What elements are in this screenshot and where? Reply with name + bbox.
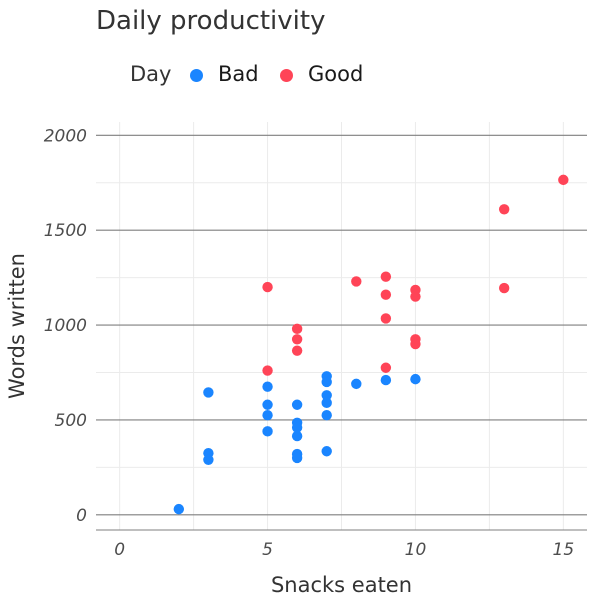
- legend-title: Day: [130, 62, 172, 86]
- point-good: [498, 282, 510, 294]
- minor-gridlines: [96, 122, 587, 530]
- point-good: [380, 289, 392, 300]
- point-good: [291, 334, 303, 345]
- point-good: [410, 338, 421, 350]
- point-good: [558, 174, 569, 186]
- point-bad: [262, 399, 273, 410]
- point-bad: [410, 373, 421, 385]
- tick-labels: 0 5 10 15 0 500 1000 1500 2000: [44, 126, 574, 560]
- x-tick-label: 0: [114, 540, 125, 560]
- point-good: [380, 362, 392, 373]
- point-bad: [291, 452, 303, 464]
- point-bad: [262, 409, 273, 421]
- legend-key-bad: [190, 69, 203, 82]
- point-bad: [380, 374, 392, 386]
- y-tick-label: 500: [55, 411, 87, 431]
- data-points: [173, 174, 569, 515]
- point-bad: [173, 503, 185, 515]
- point-bad: [321, 376, 332, 388]
- point-bad: [321, 390, 332, 401]
- point-good: [262, 281, 273, 293]
- point-good: [410, 291, 421, 302]
- point-bad: [291, 399, 303, 410]
- point-bad: [291, 430, 303, 442]
- x-tick-label: 10: [405, 540, 427, 560]
- y-tick-label: 0: [76, 506, 87, 526]
- point-good: [351, 276, 362, 287]
- y-axis-title: Words written: [5, 253, 29, 399]
- legend-key-good: [280, 69, 293, 82]
- point-bad: [321, 446, 332, 457]
- x-tick-label: 5: [262, 540, 273, 560]
- x-tick-label: 15: [553, 540, 575, 560]
- point-bad: [291, 422, 303, 433]
- point-good: [380, 313, 392, 324]
- chart-title: Daily productivity: [96, 6, 326, 36]
- point-bad: [321, 409, 332, 421]
- point-bad: [321, 397, 332, 409]
- y-tick-label: 1000: [44, 316, 87, 336]
- point-bad: [262, 381, 273, 392]
- point-bad: [203, 387, 214, 398]
- point-bad: [351, 378, 362, 390]
- point-bad: [262, 426, 273, 437]
- point-good: [498, 204, 510, 215]
- legend-label-good: Good: [308, 62, 364, 86]
- point-good: [291, 323, 303, 335]
- y-tick-label: 2000: [44, 126, 87, 146]
- point-good: [380, 271, 392, 282]
- legend-label-bad: Bad: [218, 62, 259, 86]
- major-gridlines: [96, 134, 587, 516]
- y-tick-label: 1500: [44, 221, 87, 241]
- point-good: [291, 345, 303, 356]
- point-bad: [203, 454, 214, 465]
- x-axis-title: Snacks eaten: [271, 573, 412, 597]
- point-good: [262, 365, 273, 376]
